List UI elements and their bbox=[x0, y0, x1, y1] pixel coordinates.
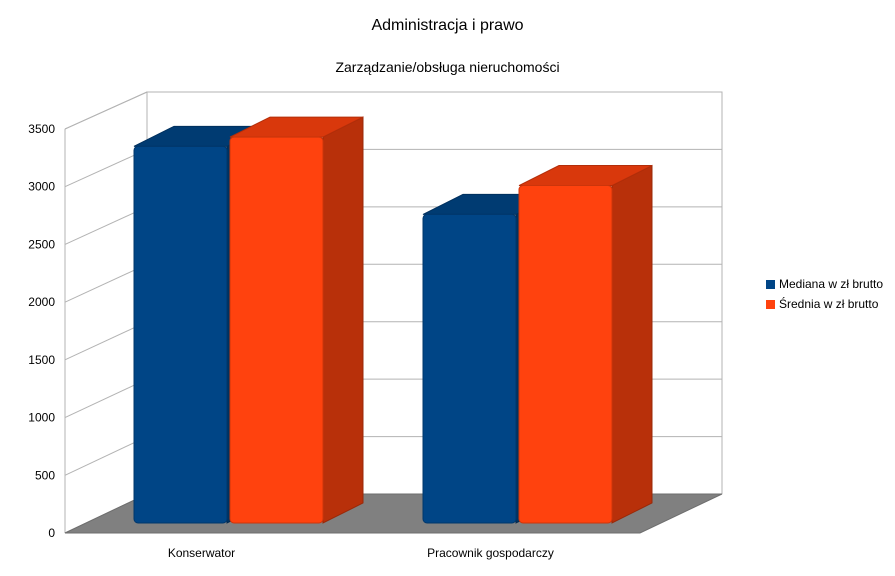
legend-label-mean: Średnia w zł brutto bbox=[779, 297, 879, 311]
y-tick-label: 2000 bbox=[28, 295, 55, 309]
legend-item-median: Mediana w zł brutto bbox=[766, 274, 883, 294]
y-tick-label: 1000 bbox=[28, 411, 55, 425]
gridline-side bbox=[64, 321, 148, 361]
bar-median bbox=[422, 213, 517, 524]
gridline-side bbox=[64, 436, 148, 476]
y-tick-label: 3000 bbox=[28, 180, 55, 194]
bar-median bbox=[133, 145, 228, 524]
legend-swatch-median bbox=[766, 279, 775, 289]
legend-swatch-mean bbox=[766, 299, 775, 309]
gridline-side bbox=[64, 378, 148, 419]
y-tick-label: 2500 bbox=[28, 237, 55, 251]
legend: Mediana w zł brutto Średnia w zł brutto bbox=[766, 274, 883, 314]
bar-mean bbox=[229, 136, 324, 524]
gridline-side bbox=[64, 206, 148, 245]
gridline-side bbox=[64, 148, 148, 188]
x-tick-label: Pracownik gospodarczy bbox=[427, 546, 554, 560]
side-top-edge bbox=[64, 91, 148, 130]
legend-item-mean: Średnia w zł brutto bbox=[766, 294, 883, 314]
bar-side-mean bbox=[611, 164, 653, 524]
x-tick-label: Konserwator bbox=[168, 546, 235, 560]
y-tick-label: 3500 bbox=[28, 122, 55, 136]
y-tick-label: 0 bbox=[48, 526, 55, 540]
gridline-side bbox=[64, 263, 148, 303]
bar-side-mean bbox=[322, 116, 364, 524]
bar-mean bbox=[518, 185, 613, 524]
y-tick-label: 1500 bbox=[28, 353, 55, 367]
chart-subtitle: Zarządzanie/obsługa nieruchomości bbox=[335, 59, 560, 75]
legend-label-median: Mediana w zł brutto bbox=[779, 277, 884, 291]
y-tick-label: 500 bbox=[35, 468, 55, 482]
chart-title: Administracja i prawo bbox=[371, 17, 524, 34]
